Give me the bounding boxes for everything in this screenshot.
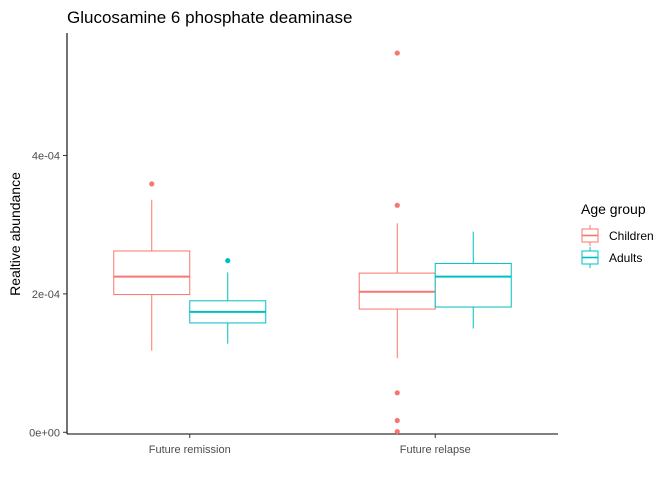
outlier-point-0 xyxy=(394,50,400,56)
x-tick-label-1: Future relapse xyxy=(400,444,471,456)
chart-title: Glucosamine 6 phosphate deaminase xyxy=(67,8,352,27)
box-children-1 xyxy=(358,50,436,435)
legend-label-children: Children xyxy=(609,229,654,243)
y-axis-title: Realtive abundance xyxy=(7,172,23,296)
y-tick-label-2: 4e-04 xyxy=(32,150,60,162)
box-adults-1 xyxy=(434,231,512,329)
x-tick-label-0: Future remission xyxy=(149,444,231,456)
box-adults-0 xyxy=(189,258,267,344)
legend-key-children: Children xyxy=(581,225,654,246)
legend-title: Age group xyxy=(581,201,646,217)
outlier-point-1 xyxy=(394,202,400,208)
legend: Age group Children Adults xyxy=(581,201,654,268)
legend-key-adults: Adults xyxy=(581,247,642,268)
y-tick-label-1: 2e-04 xyxy=(32,289,60,301)
box-iqr xyxy=(113,250,191,296)
legend-label-adults: Adults xyxy=(609,251,642,265)
outlier-point-0 xyxy=(225,258,231,264)
y-tick-label-0: 0e+00 xyxy=(29,427,60,439)
outlier-point-2 xyxy=(394,390,400,396)
box-iqr xyxy=(434,262,512,308)
outlier-point-0 xyxy=(149,181,155,187)
plot-panel: 0e+00 2e-04 4e-04 Future remission Future re… xyxy=(29,33,558,456)
outlier-point-3 xyxy=(394,417,400,424)
outlier-point-4 xyxy=(394,428,400,435)
box-children-0 xyxy=(113,181,191,351)
